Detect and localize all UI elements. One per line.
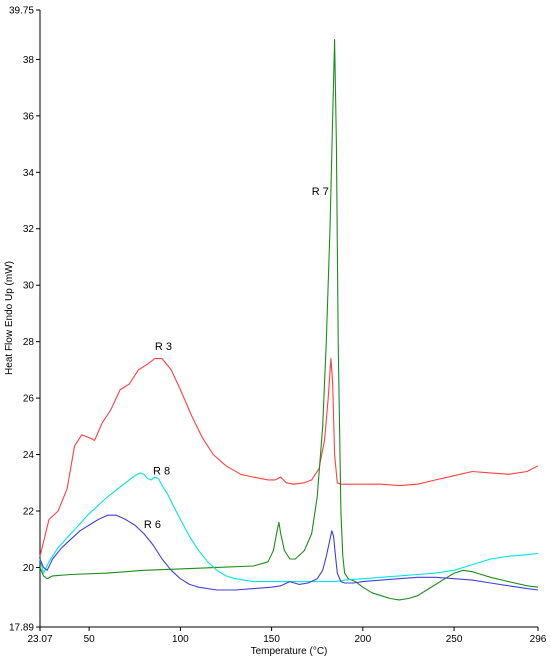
series-label-r3: R 3 bbox=[155, 341, 172, 353]
x-tick-label: 150 bbox=[263, 634, 280, 645]
y-tick-label: 26 bbox=[23, 394, 35, 405]
y-tick-label: 34 bbox=[23, 168, 35, 179]
y-tick-label: 20 bbox=[23, 563, 35, 574]
series-label-r6: R 6 bbox=[144, 519, 161, 531]
series-lines bbox=[39, 39, 539, 601]
y-tick-label: 24 bbox=[23, 450, 35, 461]
x-axis-title: Temperature (°C) bbox=[251, 646, 328, 657]
x-ticks: 23.07 50 100 150 200 250 296 bbox=[27, 627, 547, 645]
series-line-r7 bbox=[39, 39, 539, 601]
x-tick-label: 23.07 bbox=[27, 634, 52, 645]
y-tick-label: 39.75 bbox=[9, 6, 34, 17]
y-tick-label: 22 bbox=[23, 506, 35, 517]
y-tick-label: 38 bbox=[23, 55, 35, 66]
x-tick-label: 250 bbox=[446, 634, 463, 645]
y-tick-label: 36 bbox=[23, 111, 35, 122]
x-tick-label: 100 bbox=[172, 634, 189, 645]
axes bbox=[39, 10, 538, 628]
y-axis-title: Heat Flow Endo Up (mW) bbox=[4, 261, 15, 375]
y-tick-label: 30 bbox=[23, 281, 35, 292]
x-tick-label: 296 bbox=[530, 634, 547, 645]
x-tick-label: 50 bbox=[84, 634, 96, 645]
y-tick-label: 28 bbox=[23, 337, 35, 348]
series-line-r3 bbox=[39, 358, 539, 557]
series-line-r8 bbox=[39, 472, 539, 583]
series-line-r6 bbox=[39, 514, 539, 591]
x-tick-label: 200 bbox=[354, 634, 371, 645]
y-ticks: 17.89 20 22 24 26 28 30 32 34 36 38 39.75 bbox=[9, 6, 40, 634]
y-tick-label: 17.89 bbox=[9, 623, 34, 634]
y-tick-label: 32 bbox=[23, 224, 35, 235]
series-label-r8: R 8 bbox=[153, 465, 170, 477]
series-label-r7: R 7 bbox=[312, 186, 329, 198]
series-labels: R 3 R 7 R 8 R 6 bbox=[144, 186, 329, 531]
